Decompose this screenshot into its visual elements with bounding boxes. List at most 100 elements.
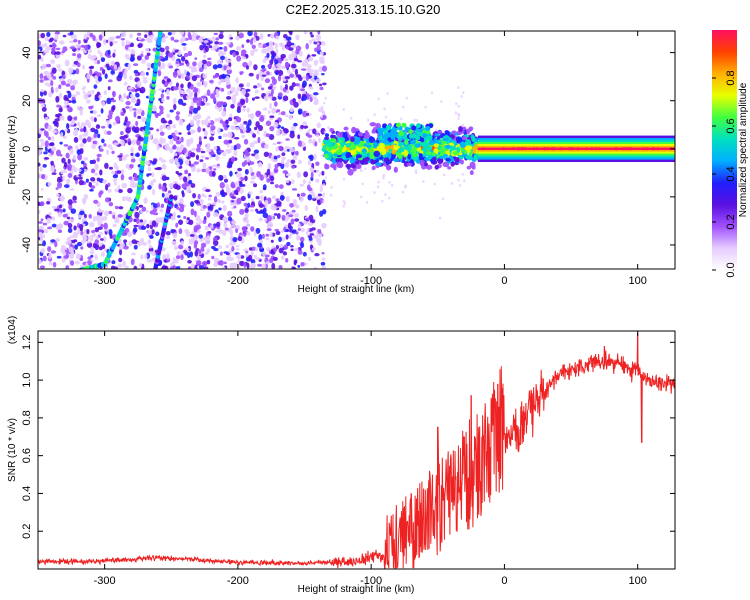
noise-blob	[285, 258, 289, 263]
noise-blob	[172, 232, 178, 239]
noise-blob	[267, 90, 272, 94]
noise-blob	[115, 35, 121, 39]
noise-blob	[252, 48, 258, 52]
noise-blob	[245, 129, 250, 134]
noise-blob	[240, 255, 245, 259]
noise-blob	[209, 79, 214, 84]
noise-blob	[232, 237, 238, 243]
snr-y-label: SNR (10 * v/v)	[7, 418, 18, 482]
colorbar-label: Normalized spectral amplitude	[738, 82, 749, 217]
noise-blob	[310, 34, 314, 38]
noise-blob	[265, 237, 270, 241]
noise-blob	[274, 42, 278, 49]
noise-blob	[189, 251, 194, 258]
noise-blob	[136, 80, 142, 88]
noise-blob	[223, 139, 229, 145]
noise-blob	[191, 166, 196, 172]
noise-blob	[254, 153, 260, 160]
noise-blob	[229, 170, 233, 177]
noise-blob	[246, 107, 250, 113]
noise-blob	[244, 168, 249, 175]
noise-blob	[269, 232, 273, 238]
noise-blob	[86, 240, 91, 244]
noise-blob	[202, 162, 207, 169]
noise-blob	[263, 48, 269, 52]
noise-blob	[401, 190, 405, 194]
noise-blob	[130, 152, 134, 156]
noise-blob	[229, 202, 235, 206]
noise-blob	[210, 125, 216, 131]
noise-blob	[112, 174, 119, 179]
noise-blob	[57, 211, 62, 218]
noise-blob	[244, 92, 250, 98]
noise-blob	[285, 195, 290, 203]
noise-blob	[262, 72, 267, 75]
noise-blob	[125, 153, 129, 158]
noise-blob	[215, 37, 220, 41]
carrier-peak	[589, 147, 594, 151]
noise-blob	[78, 174, 82, 177]
noise-blob	[137, 136, 142, 142]
noise-blob	[320, 261, 326, 266]
noise-blob	[273, 247, 278, 252]
noise-blob	[235, 244, 240, 248]
carrier-peak	[501, 147, 506, 151]
noise-blob	[103, 90, 108, 95]
noise-blob	[321, 222, 327, 229]
noise-blob	[51, 67, 57, 74]
noise-blob	[48, 212, 52, 216]
noise-blob	[276, 62, 282, 68]
noise-blob	[458, 183, 462, 187]
noise-blob	[235, 46, 242, 51]
noise-blob	[221, 102, 227, 105]
noise-blob	[176, 206, 180, 210]
noise-blob	[269, 117, 274, 121]
broadening-blob	[361, 148, 367, 153]
noise-blob	[304, 205, 309, 212]
noise-blob	[123, 71, 127, 78]
noise-blob	[271, 78, 277, 85]
noise-blob	[247, 31, 253, 37]
noise-blob	[291, 178, 295, 185]
noise-blob	[300, 124, 304, 129]
noise-blob	[271, 88, 274, 95]
noise-blob	[145, 47, 150, 52]
noise-blob	[299, 236, 305, 243]
noise-blob	[46, 226, 53, 230]
broadening-blob	[466, 165, 472, 170]
noise-blob	[82, 138, 87, 144]
noise-blob	[112, 90, 116, 97]
noise-blob	[106, 130, 112, 136]
colorbar-tick-label: 0.4	[725, 166, 737, 181]
broadening-blob	[324, 136, 330, 140]
noise-blob	[200, 155, 206, 159]
noise-blob	[75, 68, 80, 75]
noise-blob	[126, 95, 130, 100]
noise-blob	[457, 178, 460, 182]
noise-blob	[103, 222, 108, 230]
noise-blob	[108, 166, 114, 170]
snr-x-label: Height of straight line (km)	[298, 584, 415, 595]
noise-blob	[61, 50, 65, 54]
noise-blob	[120, 131, 124, 136]
noise-blob	[83, 193, 89, 200]
noise-blob	[281, 214, 286, 221]
noise-blob	[73, 136, 79, 143]
noise-blob	[56, 193, 60, 198]
noise-blob	[280, 111, 286, 116]
carrier-peak	[597, 147, 602, 151]
broadening-blob	[329, 128, 335, 133]
spectrogram-x-label: Height of straight line (km)	[298, 284, 415, 295]
spectrogram-frame	[37, 30, 676, 270]
noise-blob	[57, 229, 63, 233]
noise-blob	[248, 161, 255, 165]
noise-blob	[286, 89, 290, 94]
noise-blob	[283, 244, 289, 250]
noise-blob	[301, 93, 307, 98]
noise-blob	[38, 231, 43, 238]
noise-blob	[241, 44, 245, 49]
noise-blob	[183, 46, 187, 51]
noise-blob	[182, 147, 187, 154]
broadening-blob	[406, 162, 413, 167]
noise-blob	[176, 250, 181, 256]
